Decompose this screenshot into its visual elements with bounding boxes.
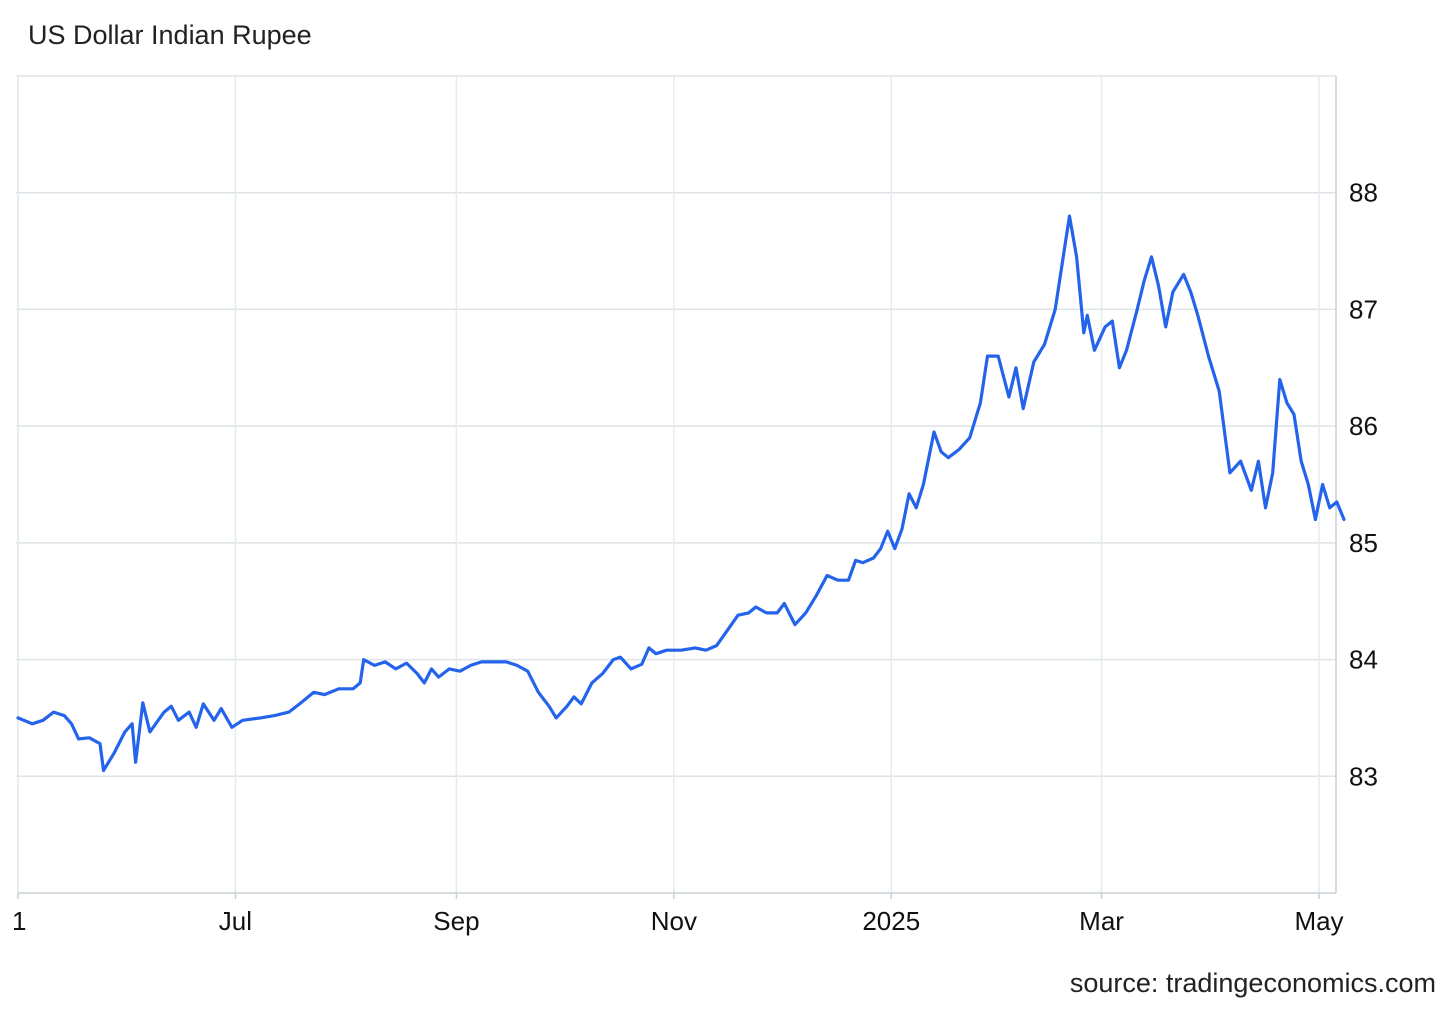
- tick-labels: 83 84 85 86 87 88 1 Jul Sep Nov 2025 Mar May: [12, 178, 1378, 936]
- x-tick-label: 1: [12, 906, 26, 936]
- chart-source: source: tradingeconomics.com: [1069, 968, 1436, 998]
- axes: [17, 76, 1337, 899]
- x-tick-label: Sep: [433, 906, 479, 936]
- grid: [16, 75, 1336, 893]
- x-tick-label: Jul: [219, 906, 252, 936]
- y-tick-label: 84: [1349, 645, 1378, 675]
- x-tick-label: Mar: [1079, 906, 1124, 936]
- series-line: [16, 214, 1346, 773]
- chart-title: US Dollar Indian Rupee: [28, 20, 312, 50]
- y-tick-label: 83: [1349, 761, 1378, 791]
- y-tick-label: 86: [1349, 411, 1378, 441]
- y-tick-label: 87: [1349, 294, 1378, 324]
- y-tick-label: 85: [1349, 528, 1378, 558]
- series: [16, 214, 1346, 773]
- x-tick-label: Nov: [651, 906, 697, 936]
- x-tick-label: May: [1294, 906, 1343, 936]
- x-tick-label: 2025: [862, 906, 920, 936]
- y-tick-label: 88: [1349, 178, 1378, 208]
